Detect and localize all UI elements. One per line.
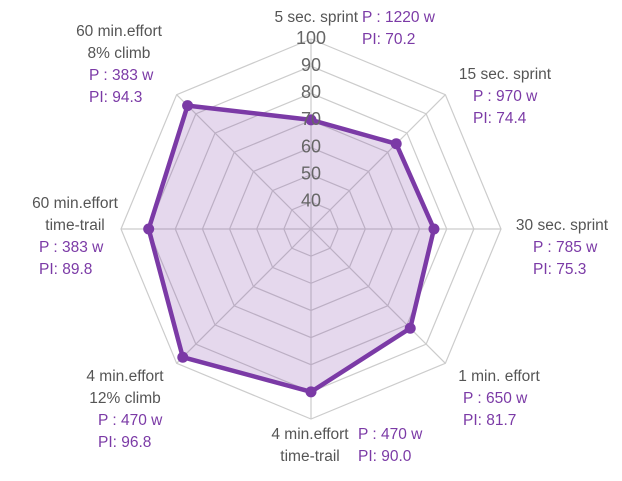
data-point-0 [305,114,317,126]
data-point-6 [143,223,155,235]
radial-tick-label: 60 [301,136,321,156]
data-point-1 [390,138,402,150]
axis-label-pi: PI: 94.3 [89,89,142,106]
axis-label-power: P : 970 w [473,88,538,105]
axis-label-power: P : 470 w [358,426,423,443]
axis-label-power: P : 470 w [98,412,163,429]
data-point-5 [177,351,189,363]
axis-label-pi: PI: 75.3 [533,261,586,278]
radial-tick-label: 80 [301,82,321,102]
axis-label-name: 30 sec. sprint [516,217,609,234]
radial-tick-label: 100 [296,28,326,48]
axis-label-name: 4 min.effort [86,368,164,385]
series-layer [143,100,440,398]
axis-label-name: 4 min.effort [271,426,349,443]
tick-layer: 40 50 60 70 80 90 100 [296,28,326,211]
axis-label-power: P : 383 w [89,67,154,84]
radial-tick-label: 70 [301,109,321,129]
axis-spoke [310,94,446,230]
axis-spoke [310,228,446,364]
axis-label-name: 12% climb [89,390,161,407]
axis-label-pi: PI: 81.7 [463,412,516,429]
axis-spoke [176,94,312,230]
data-point-3 [404,322,416,334]
axis-label-name: 5 sec. sprint [274,9,358,26]
axis-spoke [176,228,312,364]
axis-label-pi: PI: 74.4 [473,110,527,127]
axis-label-power: P : 650 w [463,390,528,407]
axis-label-pi: PI: 70.2 [362,31,415,48]
axis-label-power: P : 383 w [39,239,104,256]
axis-label-pi: PI: 96.8 [98,434,151,451]
radial-tick-label: 50 [301,163,321,183]
axis-label-name: 60 min.effort [32,195,119,212]
data-point-2 [428,223,440,235]
axis-label-name: 8% climb [88,45,151,62]
data-point-4 [305,386,317,398]
axis-label-power: P : 1220 w [362,9,436,26]
axis-label-name: 1 min. effort [458,368,540,385]
axis-label-name: time-trail [45,217,104,234]
axis-label-name: time-trail [280,448,339,465]
axis-label-name: 15 sec. sprint [459,66,552,83]
axis-label-pi: PI: 90.0 [358,448,412,465]
axis-label-name: 60 min.effort [76,23,163,40]
data-point-7 [182,100,194,112]
axis-label-pi: PI: 89.8 [39,261,92,278]
series-area [146,103,437,395]
axis-label-power: P : 785 w [533,239,598,256]
radial-tick-label: 40 [301,191,321,211]
radial-tick-label: 90 [301,55,321,75]
label-layer: 5 sec. sprint P : 1220 w PI: 70.2 15 sec. s… [32,9,609,465]
